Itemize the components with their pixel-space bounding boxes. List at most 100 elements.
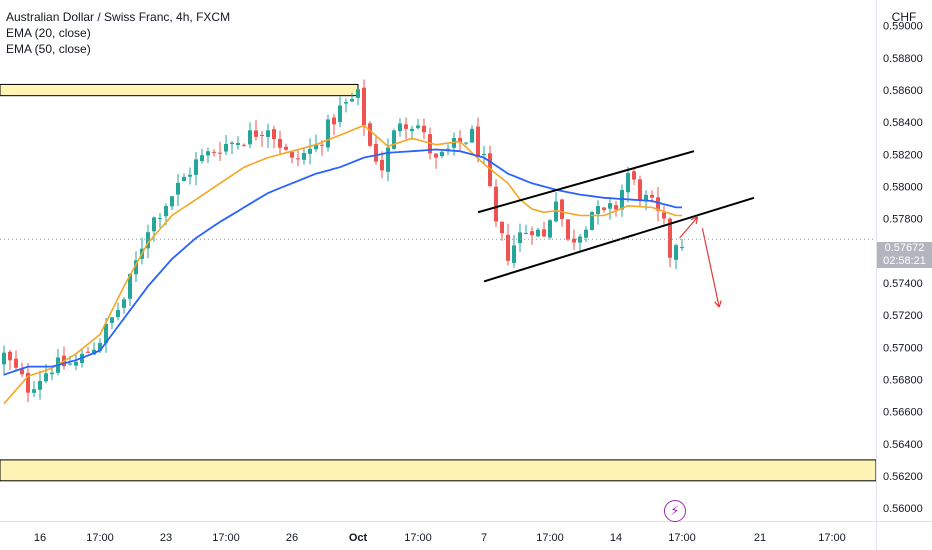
y-tick-label: 0.58800 xyxy=(883,53,923,65)
candle xyxy=(536,227,540,238)
candle xyxy=(374,134,378,165)
pullback-arrow xyxy=(679,216,699,239)
ema20-line xyxy=(3,124,682,405)
candle xyxy=(176,173,180,206)
candle xyxy=(662,205,666,227)
candle xyxy=(434,153,438,169)
candle xyxy=(614,201,618,217)
x-tick-label: 17:00 xyxy=(536,532,564,544)
y-tick-label: 0.56000 xyxy=(883,503,923,515)
lightning-icon[interactable]: ⚡ xyxy=(664,500,686,522)
candle xyxy=(86,346,90,354)
candle xyxy=(638,175,642,207)
candle xyxy=(314,134,318,153)
candle xyxy=(350,92,354,103)
candle xyxy=(482,145,486,164)
candle xyxy=(368,121,372,148)
chart-legend: Australian Dollar / Swiss Franc, 4h, FXC… xyxy=(6,9,230,57)
candle xyxy=(602,206,606,213)
candle xyxy=(122,297,126,314)
x-tick-label: 17:00 xyxy=(818,532,846,544)
x-tick-label: 26 xyxy=(286,532,298,544)
x-tick-label: 14 xyxy=(610,532,622,544)
candle xyxy=(224,134,228,156)
ema50-legend[interactable]: EMA (50, close) xyxy=(6,42,91,56)
candle xyxy=(476,117,480,163)
candle xyxy=(146,224,150,259)
candle xyxy=(488,145,492,188)
x-tick-label: 23 xyxy=(160,532,172,544)
candle xyxy=(296,150,300,167)
ema50-line xyxy=(3,148,682,376)
ema20-legend[interactable]: EMA (20, close) xyxy=(6,26,91,40)
candle xyxy=(14,350,18,372)
candle xyxy=(542,221,546,238)
resistance-zone xyxy=(0,83,359,97)
candle xyxy=(500,221,504,241)
candles-layer xyxy=(2,79,684,403)
candle xyxy=(584,226,588,242)
candle xyxy=(26,363,30,403)
candle xyxy=(74,354,78,371)
y-tick-label: 0.56800 xyxy=(883,374,923,386)
x-tick-label: 17:00 xyxy=(86,532,114,544)
candle xyxy=(680,238,684,251)
candle xyxy=(62,346,66,370)
candle xyxy=(302,148,306,165)
candle xyxy=(626,166,630,203)
candle xyxy=(392,128,396,150)
candle xyxy=(254,120,258,141)
candle xyxy=(284,143,288,152)
candle xyxy=(380,151,384,179)
drop-arrow xyxy=(701,228,722,308)
candle xyxy=(8,349,12,371)
candle xyxy=(2,345,6,376)
candle xyxy=(110,316,114,330)
candle xyxy=(182,173,186,182)
candle xyxy=(356,88,360,106)
candle xyxy=(56,348,60,376)
candle xyxy=(464,142,468,146)
candle xyxy=(170,196,174,210)
candle xyxy=(212,149,216,157)
bar-countdown: 02:58:21 xyxy=(883,255,926,267)
current-price-value: 0.57672 xyxy=(884,242,925,254)
candle xyxy=(134,251,138,283)
y-tick-label: 0.58000 xyxy=(883,182,923,194)
x-tick-label: 7 xyxy=(481,532,487,544)
candle xyxy=(200,148,204,164)
candle xyxy=(290,150,294,164)
candle xyxy=(416,119,420,130)
candle xyxy=(422,118,426,140)
x-tick-label: Oct xyxy=(349,532,368,544)
candle xyxy=(530,226,534,245)
candle xyxy=(230,141,234,155)
y-tick-label: 0.59000 xyxy=(883,21,923,33)
y-tick-label: 0.58600 xyxy=(883,85,923,97)
current-price-badge: 0.57672 02:58:21 xyxy=(877,242,932,268)
candle xyxy=(566,219,570,242)
candle xyxy=(194,151,198,186)
candle xyxy=(236,136,240,150)
currency-label[interactable]: CHF xyxy=(891,10,917,24)
candle xyxy=(452,132,456,156)
candle xyxy=(668,217,672,268)
candle xyxy=(20,362,24,377)
y-tick-label: 0.57400 xyxy=(883,278,923,290)
candle xyxy=(548,219,552,240)
candle xyxy=(560,198,564,227)
y-tick-label: 0.58200 xyxy=(883,149,923,161)
candle xyxy=(128,273,132,306)
y-tick-label: 0.56400 xyxy=(883,439,923,451)
y-tick-label: 0.56600 xyxy=(883,407,923,419)
candle xyxy=(188,167,192,185)
candle xyxy=(248,122,252,149)
candle xyxy=(554,192,558,223)
candle xyxy=(596,200,600,225)
candle xyxy=(518,223,522,252)
candle xyxy=(218,141,222,161)
candle xyxy=(152,216,156,242)
candle xyxy=(278,130,282,154)
